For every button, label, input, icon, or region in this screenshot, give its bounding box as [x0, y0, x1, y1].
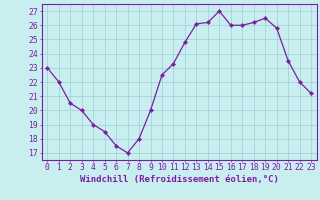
X-axis label: Windchill (Refroidissement éolien,°C): Windchill (Refroidissement éolien,°C) [80, 175, 279, 184]
